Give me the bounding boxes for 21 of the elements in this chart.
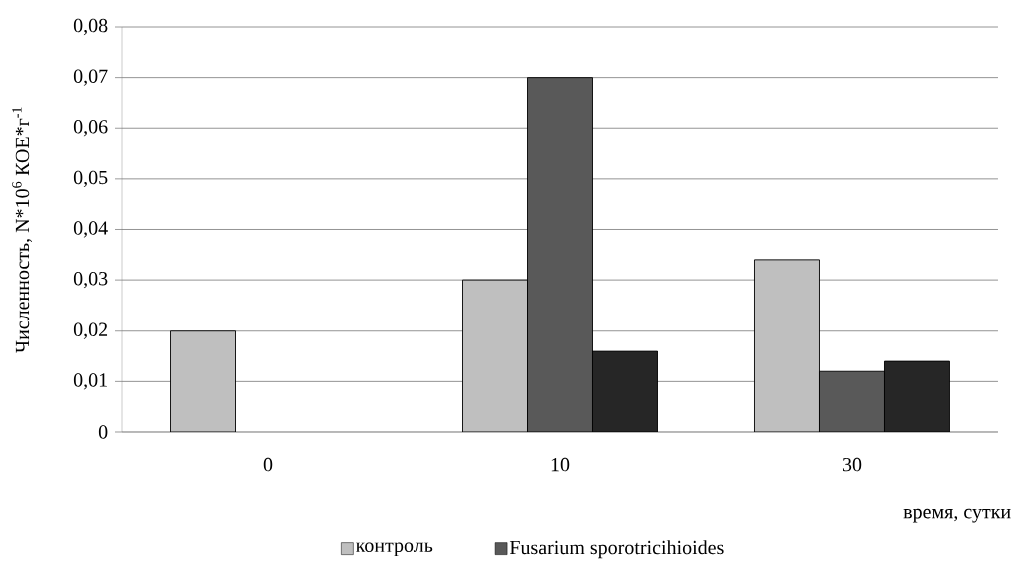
y-tick-label: 0,04 [73,221,108,238]
x-tick-label: 0 [263,457,273,472]
legend-label: Fusarium sporotricihioides [509,540,724,559]
y-tick-label: 0,06 [73,120,108,137]
y-tick-label: 0,01 [73,373,107,390]
y-tick-label: 0 [98,425,108,439]
bar [819,370,885,432]
y-tick-label: 0,08 [73,18,108,36]
y-axis-title: Численность, N*10$^{6}$ КОЕ*г$^{-1}$ [12,107,33,353]
x-axis-title: время, сутки [903,508,1011,523]
bar [592,350,658,432]
bar [170,330,236,432]
bar [527,77,593,432]
y-tick-label: 0,03 [73,271,108,289]
x-tick-label: 30 [842,457,862,472]
bar [884,360,950,432]
x-tick-label: 10 [551,457,570,472]
y-tick-label: 0,05 [73,170,108,188]
y-tick-label: 0,02 [73,322,108,339]
legend-label: контроль [355,542,433,557]
y-tick-label: 0,07 [73,69,108,86]
